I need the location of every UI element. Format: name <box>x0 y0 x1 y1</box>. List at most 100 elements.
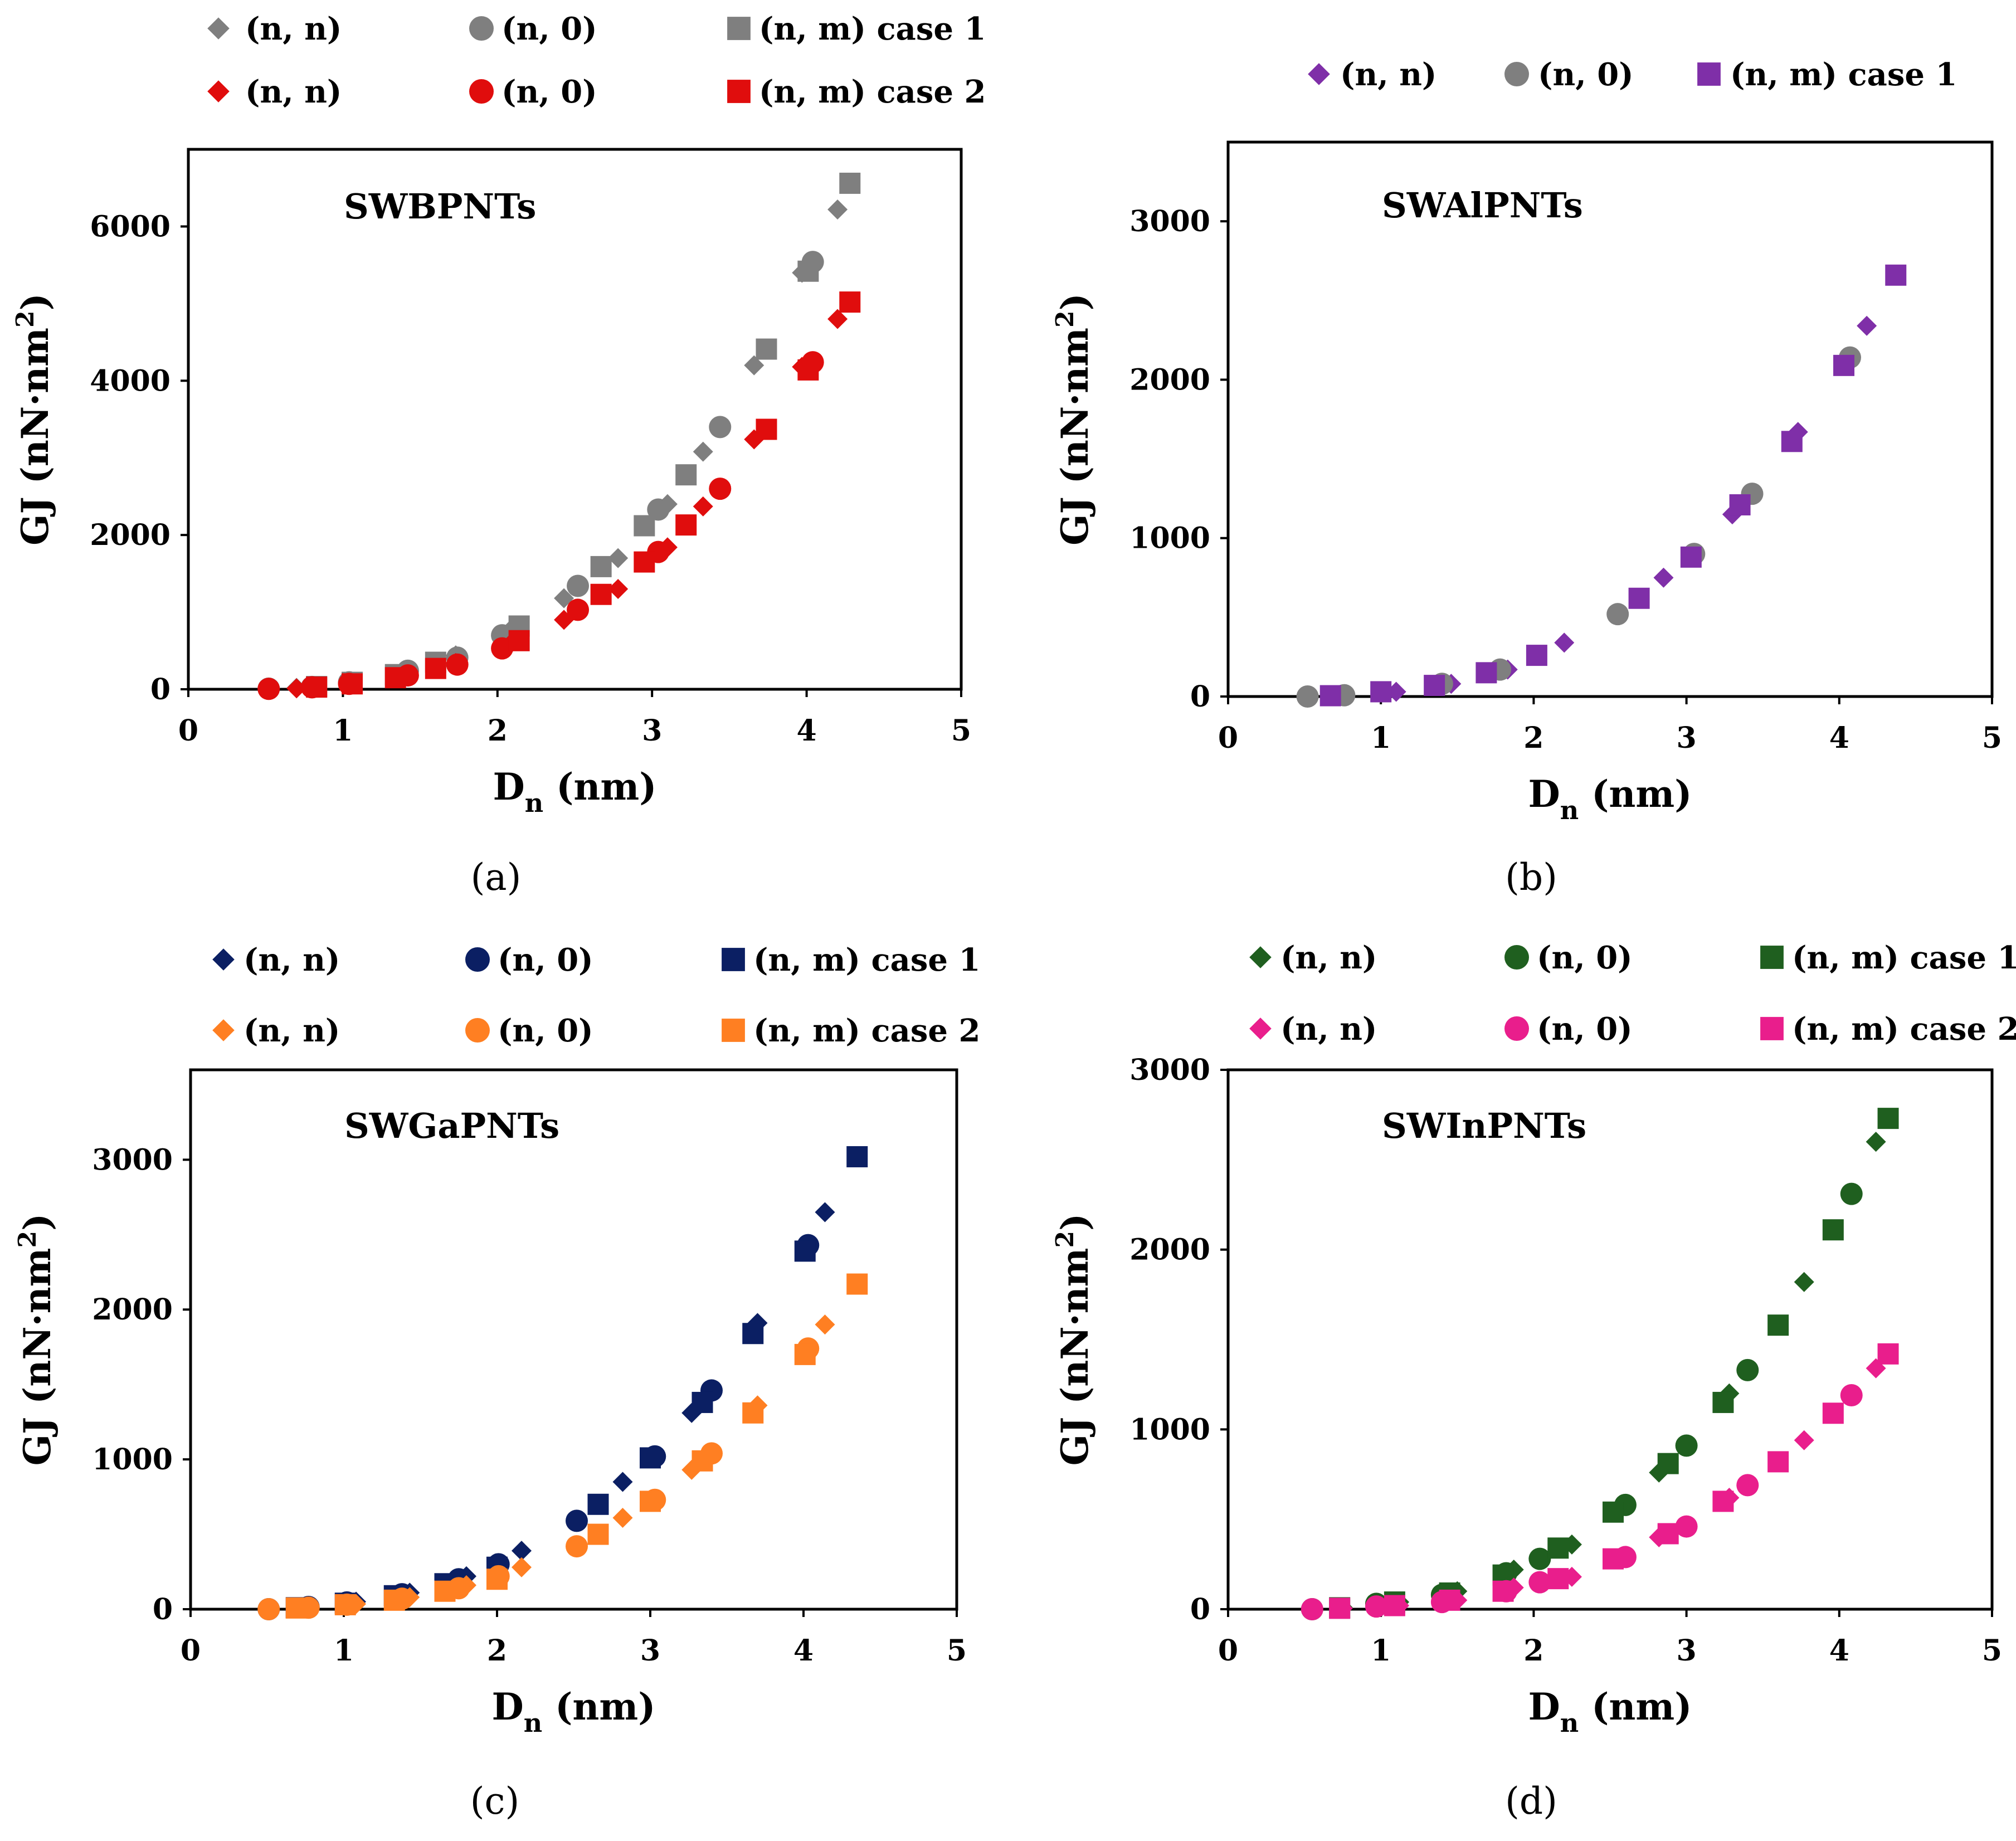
data-point <box>756 338 777 360</box>
data-point <box>693 496 713 517</box>
x-tick-label: 1 <box>334 1634 354 1668</box>
data-point <box>1675 1515 1698 1538</box>
x-tick-label: 0 <box>181 1634 201 1668</box>
x-axis-label-sub: n <box>1560 1708 1579 1738</box>
data-point <box>1822 1402 1844 1424</box>
x-tick-label: 0 <box>1218 1634 1238 1668</box>
legend-marker-square <box>727 17 751 40</box>
data-point <box>257 678 280 700</box>
data-point <box>1736 1358 1759 1381</box>
data-point <box>587 1523 609 1545</box>
y-tick-label: 2000 <box>90 518 171 552</box>
data-point <box>634 515 655 537</box>
legend-label: (n, m) case 1 <box>1792 939 2016 976</box>
y-tick-label: 1000 <box>1129 522 1210 556</box>
data-point <box>342 673 363 695</box>
y-axis-label-main: GJ (nN·nm <box>1053 1248 1097 1465</box>
panel-caption: (c) <box>470 1780 519 1823</box>
x-tick-label: 3 <box>642 714 662 748</box>
data-point <box>334 1594 356 1615</box>
data-point <box>744 355 764 376</box>
legend-label: (n, m) case 1 <box>759 11 986 47</box>
data-point <box>827 309 848 329</box>
plot-area <box>1226 140 1994 698</box>
series-square <box>1319 264 1907 707</box>
plot-area <box>189 1068 958 1611</box>
series-diamond <box>1330 315 1877 706</box>
data-point <box>1653 567 1674 588</box>
data-point <box>608 579 629 600</box>
series-circle <box>257 1337 820 1620</box>
y-tick-label: 2000 <box>92 1293 173 1327</box>
legend-marker-square <box>1760 946 1784 969</box>
x-axis-label-main: D <box>1528 772 1560 816</box>
data-point <box>1329 1598 1351 1619</box>
data-point <box>612 1507 633 1528</box>
data-point <box>1675 1434 1698 1457</box>
legend-label: (n, n) <box>1340 56 1436 93</box>
data-point <box>554 588 574 608</box>
data-point <box>608 548 629 568</box>
legend-entry: (n, n) <box>207 11 342 47</box>
data-point <box>647 498 670 521</box>
legend-entry: (n, n) <box>1249 939 1377 976</box>
y-tick-label: 4000 <box>90 364 171 398</box>
data-point <box>675 514 697 536</box>
data-point <box>1885 264 1907 286</box>
legend-label: (n, 0) <box>1538 56 1634 93</box>
x-tick-label: 4 <box>793 1634 814 1668</box>
data-point <box>692 1450 713 1472</box>
data-point <box>1866 1132 1886 1152</box>
legend-entry: (n, m) case 2 <box>722 1012 980 1049</box>
x-tick-label: 4 <box>1829 721 1849 755</box>
data-point <box>1492 1580 1514 1602</box>
data-point <box>1736 1474 1759 1497</box>
x-axis-label-sub: n <box>525 788 543 818</box>
x-axis-label: Dn (nm) <box>1528 1685 1692 1738</box>
x-tick-label: 5 <box>947 1634 967 1668</box>
data-point <box>612 1472 633 1492</box>
data-point <box>554 610 574 630</box>
x-tick-label: 3 <box>640 1634 660 1668</box>
x-axis-label-sub: n <box>524 1708 542 1738</box>
y-axis-label-close: ) <box>16 1214 59 1231</box>
data-point <box>846 1146 868 1167</box>
legend-label: (n, 0) <box>501 74 597 110</box>
data-point <box>675 464 697 486</box>
data-point <box>425 658 446 679</box>
x-axis-label-unit: (nm) <box>1579 772 1692 816</box>
legend-marker-circle <box>1504 1016 1529 1041</box>
data-point <box>797 359 819 381</box>
x-tick-label: 3 <box>1677 721 1697 755</box>
legend-marker-circle <box>1504 945 1529 970</box>
data-point <box>434 1580 456 1602</box>
legend-entry: (n, m) case 1 <box>722 942 980 978</box>
series-circle <box>257 351 824 700</box>
data-point <box>257 1598 280 1620</box>
legend-label: (n, m) case 1 <box>1730 56 1957 93</box>
y-axis-label-sup: 2 <box>11 310 40 328</box>
x-tick-label: 2 <box>487 1634 507 1668</box>
legend-entry: (n, n) <box>1249 1011 1377 1048</box>
y-axis-label-sup: 2 <box>13 1231 42 1248</box>
legend-marker-diamond <box>212 1019 235 1041</box>
y-tick-label: 2000 <box>1129 1233 1210 1267</box>
data-point <box>709 478 732 500</box>
data-point <box>1877 1108 1899 1129</box>
data-point <box>587 1493 609 1515</box>
data-point <box>286 678 307 699</box>
panel-title: SWGaPNTs <box>344 1105 559 1146</box>
data-point <box>1528 1547 1551 1570</box>
panel-caption: (b) <box>1505 856 1557 899</box>
legend-label: (n, n) <box>1280 1011 1377 1048</box>
data-point <box>1877 1343 1899 1365</box>
panel-title: SWAlPNTs <box>1382 185 1583 226</box>
legend-entry: (n, 0) <box>1504 56 1634 93</box>
legend-entry: (n, 0) <box>465 942 593 978</box>
data-point <box>1301 1598 1323 1620</box>
data-point <box>567 598 590 621</box>
y-tick-label: 3000 <box>1129 1053 1210 1087</box>
